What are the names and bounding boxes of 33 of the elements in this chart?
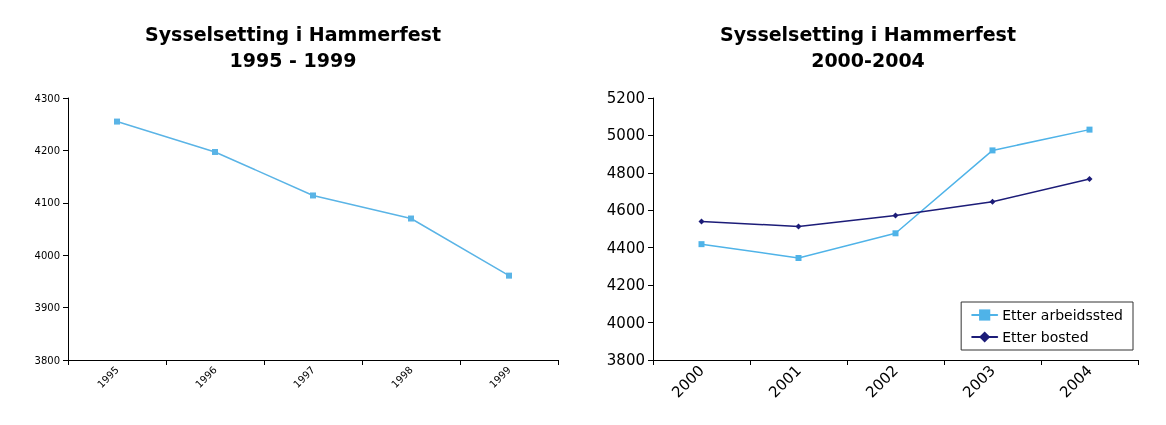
y-tick-label: 3800 (606, 351, 645, 369)
point (1086, 176, 1093, 183)
point (989, 198, 996, 205)
point (795, 255, 802, 262)
point (892, 230, 899, 237)
point (506, 272, 512, 279)
y-tick-label: 3800 (34, 354, 60, 366)
y-tick-label: 3900 (34, 302, 60, 314)
point (989, 147, 996, 154)
y-tick-label: 4000 (34, 249, 60, 261)
point (408, 215, 414, 222)
legend-label: Etter bosted (1002, 329, 1089, 345)
legend-label: Etter arbeidssted (1002, 307, 1124, 323)
chart-title: Sysselsetting i Hammerfest 2000-2004 (720, 23, 1016, 71)
y-tick-label: 4300 (34, 92, 60, 104)
y-tick-label: 5200 (606, 89, 645, 107)
y-tick-label: 4400 (606, 238, 645, 257)
y-tick-label: 4000 (606, 313, 645, 332)
point (114, 118, 120, 125)
y-tick-label: 5000 (606, 126, 645, 145)
point (698, 241, 705, 248)
point (892, 212, 899, 219)
point (1086, 126, 1093, 133)
y-tick-label: 4800 (606, 163, 645, 182)
point (698, 218, 705, 225)
chart-title: Sysselsetting i Hammerfest 1995 - 1999 (145, 23, 441, 71)
y-tick-label: 4200 (34, 144, 60, 156)
point (795, 223, 802, 230)
point (212, 148, 218, 155)
point (310, 192, 316, 199)
y-tick-label: 4200 (606, 276, 645, 295)
y-tick-label: 4600 (606, 201, 645, 220)
y-tick-label: 4100 (34, 197, 60, 209)
